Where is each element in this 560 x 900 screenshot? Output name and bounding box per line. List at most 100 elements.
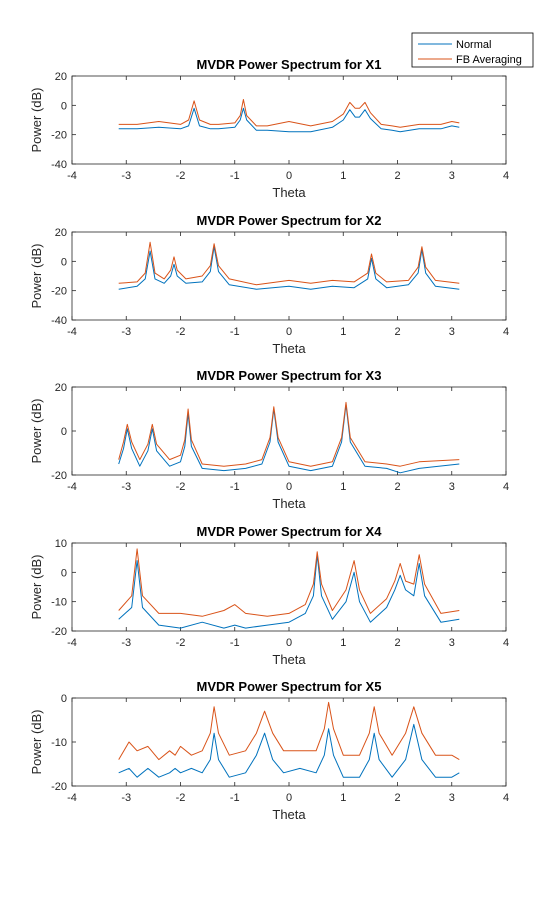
x-tick-label: 3 [449,326,455,338]
y-axis-label: Power (dB) [29,243,44,308]
y-tick-label: -40 [51,159,67,171]
chart-title: MVDR Power Spectrum for X3 [197,368,382,383]
subplot-x1: -4 -3 -2 -1 0 1 2 3 4 -40 -20 0 20 MVDR Power Spectru… [29,57,509,200]
legend: Normal FB Averaging [411,32,534,68]
x-tick-label: 1 [340,326,346,338]
x-tick-label: 0 [286,326,292,338]
x-tick-label: 1 [340,792,346,804]
plot-area [71,542,507,632]
x-tick-label: -1 [230,326,240,338]
x-tick-label: -1 [230,637,240,649]
x-tick-label: 0 [286,637,292,649]
series-line-fb-averaging [118,701,460,761]
y-tick-label: -10 [51,597,67,609]
x-tick-label: 2 [394,481,400,493]
y-tick-label: -20 [51,781,67,793]
x-tick-label: 1 [340,170,346,182]
x-tick-label: 4 [503,326,509,338]
y-tick-label: -10 [51,737,67,749]
y-axis-label: Power (dB) [29,554,44,619]
series-line-normal [118,246,460,290]
y-tick-label: -20 [51,130,67,142]
y-tick-label: 20 [55,382,67,394]
series-line-normal [118,404,460,474]
x-tick-label: -2 [176,637,186,649]
series-line-normal [118,107,460,133]
x-tick-label: -4 [67,637,77,649]
x-tick-label: -2 [176,481,186,493]
x-tick-label: 3 [449,170,455,182]
y-tick-label: -20 [51,626,67,638]
y-tick-label: 20 [55,71,67,83]
x-tick-label: -2 [176,326,186,338]
legend-box [411,32,534,68]
x-tick-label: -2 [176,170,186,182]
y-tick-label: 0 [61,567,67,579]
series-line-fb-averaging [118,241,460,286]
x-tick-label: 2 [394,326,400,338]
x-axis-label: Theta [272,341,306,356]
x-tick-label: 1 [340,481,346,493]
x-tick-label: -2 [176,792,186,804]
x-tick-label: 4 [503,170,509,182]
y-axis-label: Power (dB) [29,398,44,463]
chart-title: MVDR Power Spectrum for X4 [197,524,383,539]
legend-label-fb-averaging: FB Averaging [456,54,522,66]
x-tick-label: -3 [121,481,131,493]
plot-area [71,386,507,476]
y-tick-label: 0 [61,426,67,438]
x-axis-label: Theta [272,807,306,822]
series-line-fb-averaging [118,99,460,128]
subplot-x2: -4 -3 -2 -1 0 1 2 3 4 -40 -20 0 20 MVDR Power Spectru… [29,213,509,356]
y-axis-label: Power (dB) [29,709,44,774]
plot-area [71,697,507,787]
x-tick-label: -4 [67,170,77,182]
x-axis-label: Theta [272,652,306,667]
x-axis-label: Theta [272,496,306,511]
series-line-normal [118,554,460,629]
x-tick-label: -1 [230,170,240,182]
plot-area [71,231,507,321]
x-tick-label: -4 [67,792,77,804]
subplot-x3: -4 -3 -2 -1 0 1 2 3 4 -20 0 20 MVDR Power Spectrum f… [29,368,509,511]
x-tick-label: 4 [503,637,509,649]
x-tick-label: 0 [286,170,292,182]
y-tick-label: 0 [61,256,67,268]
legend-label-normal: Normal [456,39,491,51]
x-tick-label: -3 [121,326,131,338]
x-tick-label: -3 [121,170,131,182]
x-tick-label: 2 [394,637,400,649]
chart-title: MVDR Power Spectrum for X1 [197,57,382,72]
x-tick-label: -3 [121,792,131,804]
x-tick-label: 3 [449,792,455,804]
x-tick-label: 2 [394,792,400,804]
y-tick-label: 10 [55,538,67,550]
x-tick-label: 2 [394,170,400,182]
y-tick-label: 0 [61,100,67,112]
y-tick-label: 0 [61,693,67,705]
series-line-fb-averaging [118,401,460,467]
y-tick-label: -40 [51,315,67,327]
chart-title: MVDR Power Spectrum for X5 [197,679,382,694]
x-tick-label: 4 [503,481,509,493]
x-tick-label: -1 [230,481,240,493]
x-tick-label: 3 [449,481,455,493]
x-tick-label: 0 [286,792,292,804]
x-tick-label: -4 [67,481,77,493]
x-axis-label: Theta [272,185,306,200]
y-tick-label: 20 [55,227,67,239]
x-tick-label: -1 [230,792,240,804]
x-tick-label: 3 [449,637,455,649]
chart-title: MVDR Power Spectrum for X2 [197,213,382,228]
x-tick-label: -4 [67,326,77,338]
x-tick-label: -3 [121,637,131,649]
x-tick-label: 0 [286,481,292,493]
y-tick-label: -20 [51,470,67,482]
y-tick-label: -20 [51,286,67,298]
x-tick-label: 1 [340,637,346,649]
plot-area [71,75,507,165]
y-axis-label: Power (dB) [29,87,44,152]
